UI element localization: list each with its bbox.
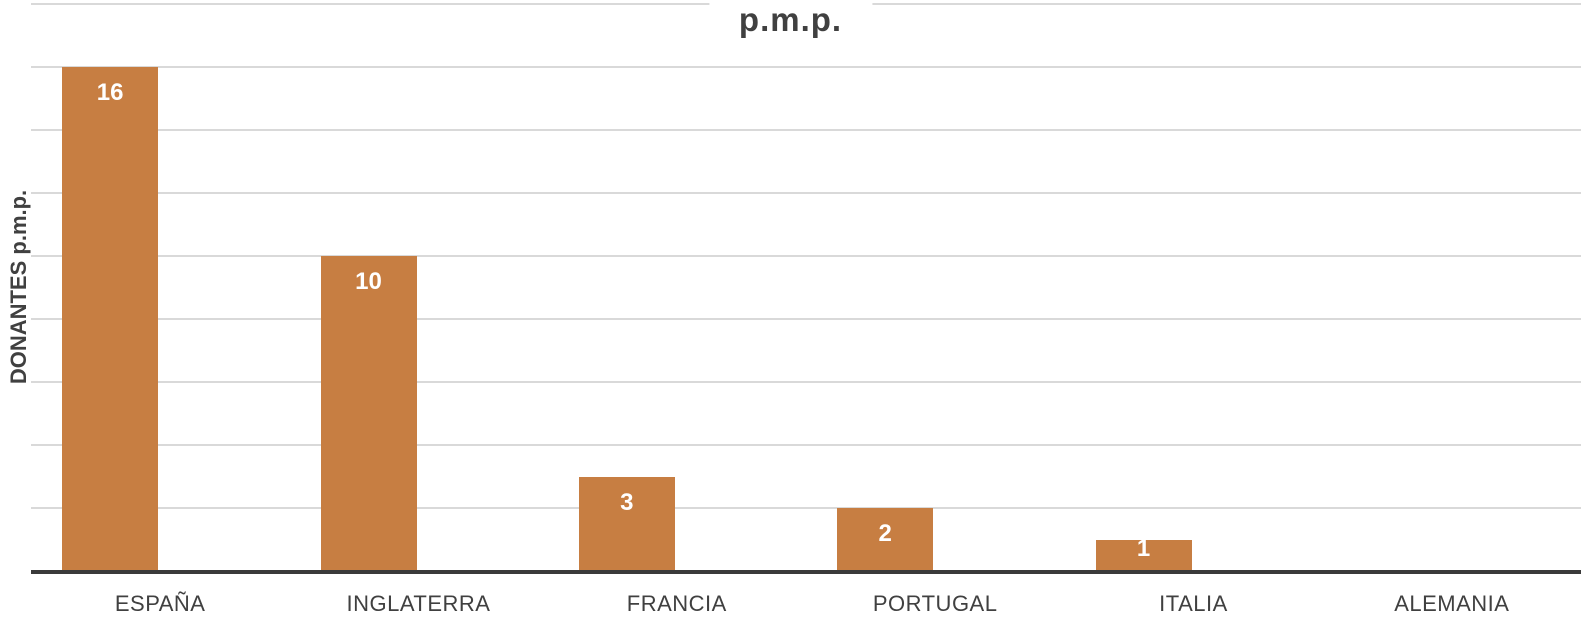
category-label: PORTUGAL	[872, 591, 998, 616]
category-label: INGLATERRA	[346, 591, 491, 616]
gridline	[31, 507, 1581, 509]
bar	[837, 508, 934, 571]
gridline	[31, 66, 1581, 68]
category-label: ITALIA	[1159, 591, 1228, 616]
category-label: ALEMANIA	[1394, 591, 1510, 616]
bar-value-label: 1	[1136, 534, 1151, 562]
y-axis-label: DONANTES p.m.p.	[6, 189, 31, 385]
bar-value-label: 16	[96, 79, 124, 106]
bar-value-label: 2	[878, 520, 892, 547]
x-axis-line	[31, 570, 1581, 574]
bar-value-label: 10	[355, 268, 382, 295]
bar-value-label: 3	[620, 488, 634, 516]
gridline	[31, 318, 1581, 320]
category-label: FRANCIA	[626, 591, 727, 616]
gridline	[31, 381, 1581, 383]
bar	[578, 476, 675, 571]
gridline	[31, 255, 1581, 257]
category-label: ESPAÑA	[114, 591, 206, 616]
chart-title: p.m.p.	[708, 1, 873, 39]
gridline	[31, 444, 1581, 446]
gridline	[31, 192, 1581, 194]
bar	[62, 67, 159, 571]
gridline	[31, 129, 1581, 131]
bar	[320, 256, 417, 571]
bar	[1095, 539, 1192, 571]
